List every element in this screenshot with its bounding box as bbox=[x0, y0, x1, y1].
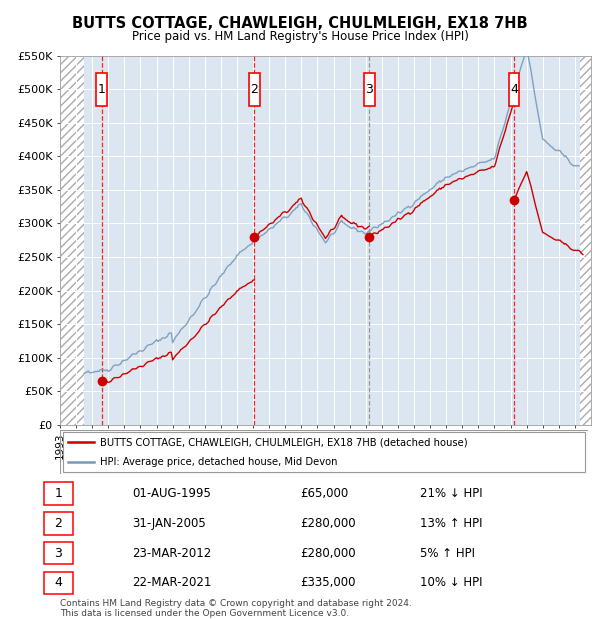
FancyBboxPatch shape bbox=[62, 432, 586, 472]
Bar bbox=[60, 56, 84, 425]
Text: 2: 2 bbox=[55, 517, 62, 529]
FancyBboxPatch shape bbox=[249, 73, 260, 106]
Text: BUTTS COTTAGE, CHAWLEIGH, CHULMLEIGH, EX18 7HB (detached house): BUTTS COTTAGE, CHAWLEIGH, CHULMLEIGH, EX… bbox=[100, 437, 467, 447]
Text: This data is licensed under the Open Government Licence v3.0.: This data is licensed under the Open Gov… bbox=[60, 609, 349, 618]
FancyBboxPatch shape bbox=[44, 512, 73, 534]
Text: Contains HM Land Registry data © Crown copyright and database right 2024.: Contains HM Land Registry data © Crown c… bbox=[60, 600, 412, 608]
Text: 4: 4 bbox=[510, 83, 518, 96]
Text: 4: 4 bbox=[55, 577, 62, 589]
FancyBboxPatch shape bbox=[509, 73, 520, 106]
FancyBboxPatch shape bbox=[97, 73, 107, 106]
Text: 2: 2 bbox=[250, 83, 259, 96]
Text: BUTTS COTTAGE, CHAWLEIGH, CHULMLEIGH, EX18 7HB: BUTTS COTTAGE, CHAWLEIGH, CHULMLEIGH, EX… bbox=[72, 16, 528, 30]
Text: 22-MAR-2021: 22-MAR-2021 bbox=[132, 577, 211, 589]
Text: HPI: Average price, detached house, Mid Devon: HPI: Average price, detached house, Mid … bbox=[100, 457, 337, 467]
Bar bbox=[580, 56, 591, 425]
Text: 1: 1 bbox=[98, 83, 106, 96]
Text: 13% ↑ HPI: 13% ↑ HPI bbox=[420, 517, 482, 529]
Text: £280,000: £280,000 bbox=[300, 517, 356, 529]
Text: 3: 3 bbox=[365, 83, 373, 96]
Text: £335,000: £335,000 bbox=[300, 577, 355, 589]
Text: £280,000: £280,000 bbox=[300, 547, 356, 559]
Text: Price paid vs. HM Land Registry's House Price Index (HPI): Price paid vs. HM Land Registry's House … bbox=[131, 30, 469, 43]
Text: 10% ↓ HPI: 10% ↓ HPI bbox=[420, 577, 482, 589]
Text: 1: 1 bbox=[55, 487, 62, 500]
Text: 3: 3 bbox=[55, 547, 62, 559]
Text: 31-JAN-2005: 31-JAN-2005 bbox=[132, 517, 206, 529]
Text: 23-MAR-2012: 23-MAR-2012 bbox=[132, 547, 211, 559]
Text: 21% ↓ HPI: 21% ↓ HPI bbox=[420, 487, 482, 500]
FancyBboxPatch shape bbox=[44, 482, 73, 505]
Text: 5% ↑ HPI: 5% ↑ HPI bbox=[420, 547, 475, 559]
Text: 01-AUG-1995: 01-AUG-1995 bbox=[132, 487, 211, 500]
FancyBboxPatch shape bbox=[44, 572, 73, 594]
FancyBboxPatch shape bbox=[44, 542, 73, 564]
Text: £65,000: £65,000 bbox=[300, 487, 348, 500]
FancyBboxPatch shape bbox=[364, 73, 374, 106]
